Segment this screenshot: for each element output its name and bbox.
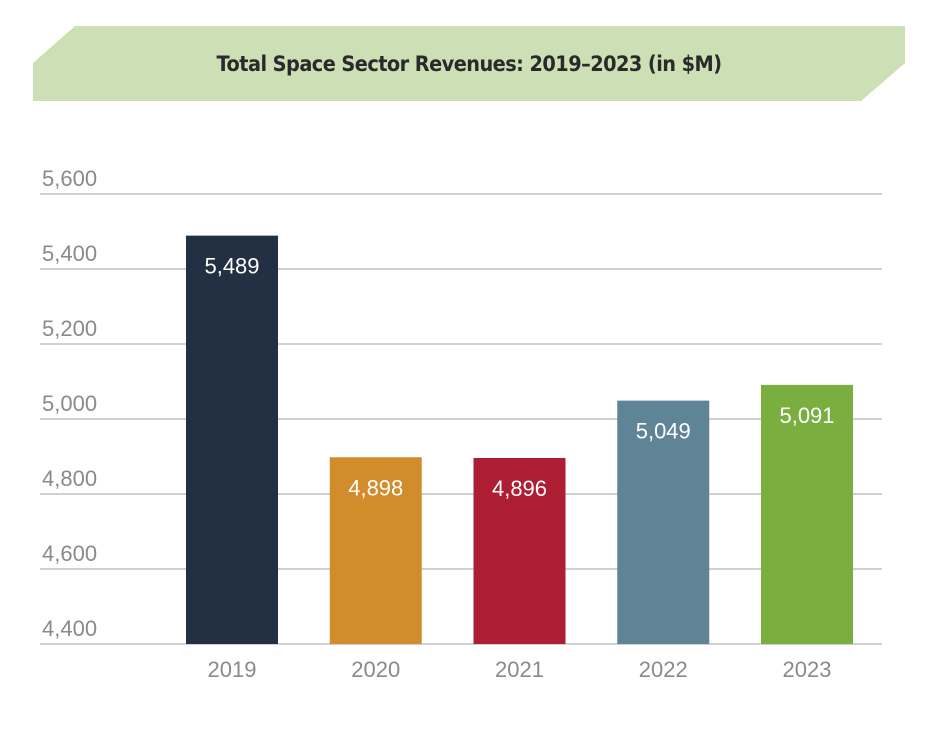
x-tick-label: 2023	[783, 657, 832, 682]
bar-2021	[473, 458, 566, 644]
data-label: 5,489	[204, 254, 259, 279]
title-banner-shape	[33, 26, 905, 101]
bars	[186, 235, 853, 644]
y-tick-label: 5,000	[42, 391, 97, 416]
chart-title: Total Space Sector Revenues: 2019–2023 (…	[216, 51, 722, 76]
x-tick-label: 2021	[495, 657, 544, 682]
y-tick-label: 5,200	[42, 316, 97, 341]
data-label: 5,049	[636, 419, 691, 444]
bar-2019	[186, 235, 278, 644]
data-label: 5,091	[779, 403, 834, 428]
title-banner	[33, 26, 905, 101]
bar-2022	[617, 400, 710, 644]
data-labels: 5,489 4,898 4,896 5,049 5,091	[204, 254, 834, 501]
y-tick-label: 4,400	[42, 616, 97, 641]
gridlines	[40, 193, 882, 645]
data-label: 4,898	[348, 475, 403, 500]
y-tick-label: 4,600	[42, 541, 97, 566]
bar-2023	[761, 384, 853, 644]
y-axis-ticks: 4,400 4,600 4,800 5,000 5,200 5,400 5,600	[42, 166, 97, 641]
y-tick-label: 5,600	[42, 166, 97, 191]
y-tick-label: 4,800	[42, 466, 97, 491]
data-label: 4,896	[492, 476, 547, 501]
x-axis-ticks: 2019 2020 2021 2022 2023	[208, 657, 832, 682]
x-tick-label: 2020	[351, 657, 400, 682]
x-tick-label: 2019	[208, 657, 257, 682]
x-tick-label: 2022	[639, 657, 688, 682]
y-tick-label: 5,400	[42, 241, 97, 266]
bar-2020	[329, 457, 422, 644]
